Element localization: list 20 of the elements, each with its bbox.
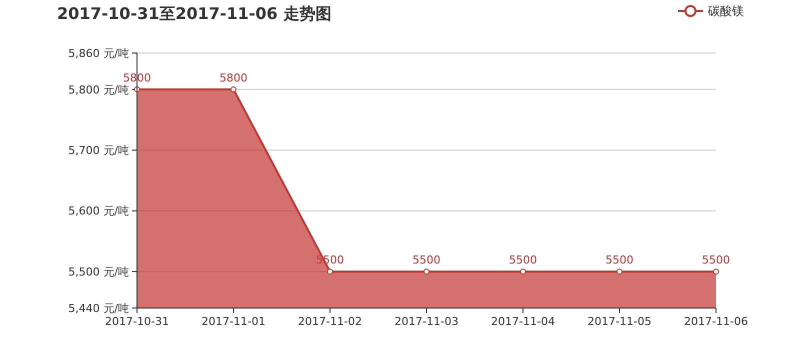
y-tick-label: 5,500 元/吨 [68, 265, 129, 278]
x-tick-label: 2017-11-02 [298, 315, 362, 328]
data-label: 5500 [412, 254, 440, 267]
y-tick-label: 5,860 元/吨 [68, 46, 129, 60]
data-label: 5500 [702, 254, 730, 267]
data-label: 5500 [606, 254, 634, 267]
y-tick-label: 5,800 元/吨 [68, 83, 129, 96]
y-tick-label: 5,440 元/吨 [68, 302, 129, 315]
x-tick-label: 2017-11-05 [588, 315, 652, 328]
y-tick-label: 5,700 元/吨 [68, 144, 129, 157]
x-tick-label: 2017-11-01 [202, 315, 266, 328]
x-tick-label: 2017-11-03 [394, 315, 458, 328]
data-label: 5500 [509, 254, 537, 267]
y-tick-label: 5,600 元/吨 [68, 204, 129, 218]
x-tick-label: 2017-11-06 [684, 315, 748, 328]
x-tick-label: 2017-11-04 [491, 315, 555, 328]
data-label: 5800 [220, 71, 248, 84]
chart-title: 2017-10-31至2017-11-06 走势图 [57, 4, 332, 23]
x-tick-label: 2017-10-31 [105, 315, 169, 328]
legend-label: 碳酸镁 [707, 4, 744, 18]
